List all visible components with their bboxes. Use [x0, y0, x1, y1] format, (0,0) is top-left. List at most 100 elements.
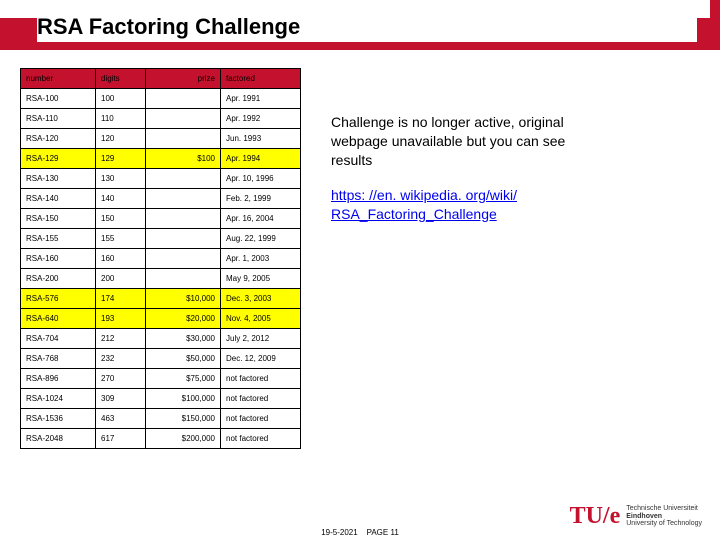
- cell-factored: Apr. 1992: [221, 109, 301, 129]
- table-row: RSA-110110 Apr. 1992: [21, 109, 301, 129]
- cell-number: RSA-110: [21, 109, 96, 129]
- cell-number: RSA-1536: [21, 409, 96, 429]
- footer-page: PAGE 11: [367, 528, 399, 537]
- note-text: Challenge is no longer active, original …: [331, 113, 581, 170]
- table-row: RSA-640193$20,000Nov. 4, 2005: [21, 309, 301, 329]
- table-row: RSA-130130 Apr. 10, 1996: [21, 169, 301, 189]
- cell-factored: Dec. 12, 2009: [221, 349, 301, 369]
- cell-number: RSA-200: [21, 269, 96, 289]
- table-row: RSA-155155 Aug. 22, 1999: [21, 229, 301, 249]
- logo-mark: TU/e: [570, 503, 621, 530]
- cell-factored: Feb. 2, 1999: [221, 189, 301, 209]
- cell-digits: 270: [96, 369, 146, 389]
- cell-number: RSA-100: [21, 89, 96, 109]
- table-row: RSA-704212$30,000July 2, 2012: [21, 329, 301, 349]
- cell-digits: 140: [96, 189, 146, 209]
- cell-factored: Apr. 1994: [221, 149, 301, 169]
- cell-prize: [146, 129, 221, 149]
- cell-digits: 150: [96, 209, 146, 229]
- cell-digits: 129: [96, 149, 146, 169]
- cell-prize: $100,000: [146, 389, 221, 409]
- cell-digits: 110: [96, 109, 146, 129]
- wiki-link[interactable]: https: //en. wikipedia. org/wiki/ RSA_Fa…: [331, 187, 517, 222]
- table-row: RSA-896270$75,000not factored: [21, 369, 301, 389]
- table-row: RSA-160160 Apr. 1, 2003: [21, 249, 301, 269]
- cell-prize: $150,000: [146, 409, 221, 429]
- cell-factored: Nov. 4, 2005: [221, 309, 301, 329]
- cell-factored: Apr. 16, 2004: [221, 209, 301, 229]
- cell-prize: $10,000: [146, 289, 221, 309]
- cell-number: RSA-130: [21, 169, 96, 189]
- side-notes: Challenge is no longer active, original …: [331, 68, 581, 449]
- cell-digits: 160: [96, 249, 146, 269]
- logo-line3: University of Technology: [626, 520, 702, 528]
- cell-digits: 193: [96, 309, 146, 329]
- table-row: RSA-768232$50,000Dec. 12, 2009: [21, 349, 301, 369]
- cell-digits: 309: [96, 389, 146, 409]
- cell-digits: 617: [96, 429, 146, 449]
- cell-number: RSA-704: [21, 329, 96, 349]
- cell-number: RSA-896: [21, 369, 96, 389]
- table-row: RSA-576174$10,000Dec. 3, 2003: [21, 289, 301, 309]
- table-row: RSA-2048617$200,000not factored: [21, 429, 301, 449]
- cell-number: RSA-768: [21, 349, 96, 369]
- cell-prize: $200,000: [146, 429, 221, 449]
- table-header-row: number digits prize factored: [21, 69, 301, 89]
- table-row: RSA-129129$100Apr. 1994: [21, 149, 301, 169]
- cell-digits: 463: [96, 409, 146, 429]
- cell-digits: 174: [96, 289, 146, 309]
- cell-prize: [146, 269, 221, 289]
- table-row: RSA-1024309$100,000not factored: [21, 389, 301, 409]
- logo-text: Technische Universiteit Eindhoven Univer…: [626, 505, 702, 528]
- cell-digits: 120: [96, 129, 146, 149]
- cell-digits: 155: [96, 229, 146, 249]
- th-number: number: [21, 69, 96, 89]
- rsa-table: number digits prize factored RSA-100100 A…: [20, 68, 301, 449]
- table-row: RSA-140140 Feb. 2, 1999: [21, 189, 301, 209]
- cell-number: RSA-2048: [21, 429, 96, 449]
- cell-number: RSA-640: [21, 309, 96, 329]
- cell-prize: [146, 209, 221, 229]
- cell-factored: Apr. 1991: [221, 89, 301, 109]
- university-logo: TU/e Technische Universiteit Eindhoven U…: [570, 503, 702, 530]
- table-row: RSA-200200May 9, 2005: [21, 269, 301, 289]
- title-bar: RSA Factoring Challenge: [0, 0, 720, 50]
- cell-prize: $100: [146, 149, 221, 169]
- cell-prize: $75,000: [146, 369, 221, 389]
- content-area: number digits prize factored RSA-100100 A…: [20, 68, 581, 449]
- cell-prize: $20,000: [146, 309, 221, 329]
- th-factored: factored: [221, 69, 301, 89]
- table-row: RSA-100100 Apr. 1991: [21, 89, 301, 109]
- cell-factored: not factored: [221, 389, 301, 409]
- table-row: RSA-120120 Jun. 1993: [21, 129, 301, 149]
- footer-date: 19-5-2021: [321, 528, 357, 537]
- cell-factored: Aug. 22, 1999: [221, 229, 301, 249]
- th-digits: digits: [96, 69, 146, 89]
- cell-number: RSA-140: [21, 189, 96, 209]
- cell-factored: Apr. 1, 2003: [221, 249, 301, 269]
- cell-number: RSA-160: [21, 249, 96, 269]
- cell-digits: 130: [96, 169, 146, 189]
- cell-factored: Apr. 10, 1996: [221, 169, 301, 189]
- cell-factored: Jun. 1993: [221, 129, 301, 149]
- cell-prize: [146, 229, 221, 249]
- cell-number: RSA-155: [21, 229, 96, 249]
- cell-factored: not factored: [221, 369, 301, 389]
- cell-prize: [146, 249, 221, 269]
- cell-number: RSA-129: [21, 149, 96, 169]
- cell-factored: not factored: [221, 429, 301, 449]
- slide-title: RSA Factoring Challenge: [37, 12, 697, 42]
- cell-number: RSA-576: [21, 289, 96, 309]
- table-row: RSA-150150Apr. 16, 2004: [21, 209, 301, 229]
- th-prize: prize: [146, 69, 221, 89]
- cell-factored: July 2, 2012: [221, 329, 301, 349]
- cell-digits: 200: [96, 269, 146, 289]
- cell-prize: [146, 169, 221, 189]
- cell-number: RSA-120: [21, 129, 96, 149]
- cell-factored: not factored: [221, 409, 301, 429]
- cell-prize: $30,000: [146, 329, 221, 349]
- cell-prize: [146, 89, 221, 109]
- cell-prize: $50,000: [146, 349, 221, 369]
- cell-number: RSA-1024: [21, 389, 96, 409]
- cell-digits: 100: [96, 89, 146, 109]
